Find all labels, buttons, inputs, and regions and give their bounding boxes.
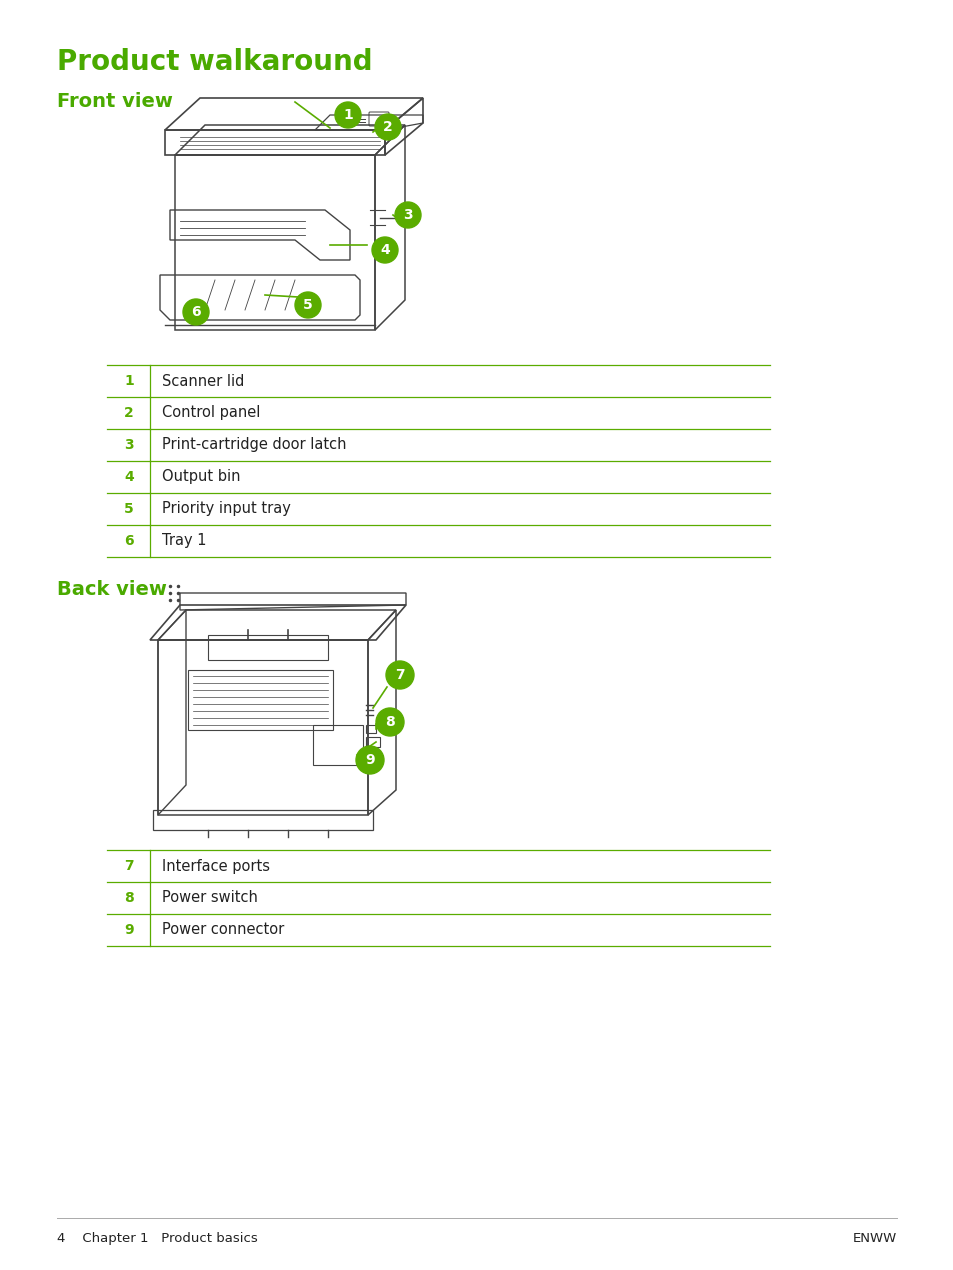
Text: 6: 6: [124, 533, 133, 547]
Text: 2: 2: [124, 406, 133, 420]
Text: 4: 4: [124, 470, 133, 484]
Text: Power connector: Power connector: [162, 922, 284, 937]
Text: Control panel: Control panel: [162, 405, 260, 420]
Text: 7: 7: [395, 668, 404, 682]
Text: Power switch: Power switch: [162, 890, 257, 906]
Text: 2: 2: [383, 119, 393, 135]
Text: 4: 4: [379, 243, 390, 257]
Text: 6: 6: [191, 305, 200, 319]
Text: 3: 3: [124, 438, 133, 452]
Text: 5: 5: [303, 298, 313, 312]
Text: Interface ports: Interface ports: [162, 859, 270, 874]
Circle shape: [335, 102, 360, 128]
Text: Tray 1: Tray 1: [162, 533, 206, 549]
Circle shape: [294, 292, 320, 318]
Text: Output bin: Output bin: [162, 470, 240, 484]
Text: Scanner lid: Scanner lid: [162, 373, 244, 389]
Text: Product walkaround: Product walkaround: [57, 48, 373, 76]
Text: 8: 8: [124, 892, 133, 906]
Circle shape: [375, 707, 403, 737]
Text: 9: 9: [124, 923, 133, 937]
Text: 5: 5: [124, 502, 133, 516]
Text: 9: 9: [365, 753, 375, 767]
Text: 1: 1: [343, 108, 353, 122]
Text: 3: 3: [403, 208, 413, 222]
Text: 7: 7: [124, 859, 133, 872]
Text: ENWW: ENWW: [852, 1232, 896, 1245]
Text: Print-cartridge door latch: Print-cartridge door latch: [162, 437, 346, 452]
Text: 1: 1: [124, 373, 133, 389]
Circle shape: [386, 660, 414, 690]
Circle shape: [355, 745, 384, 773]
Circle shape: [375, 114, 400, 140]
Text: Front view: Front view: [57, 91, 172, 110]
Text: Back view: Back view: [57, 580, 167, 599]
Circle shape: [395, 202, 420, 229]
Text: 8: 8: [385, 715, 395, 729]
Text: Priority input tray: Priority input tray: [162, 502, 291, 517]
Circle shape: [372, 237, 397, 263]
Text: 4    Chapter 1   Product basics: 4 Chapter 1 Product basics: [57, 1232, 257, 1245]
Circle shape: [183, 298, 209, 325]
